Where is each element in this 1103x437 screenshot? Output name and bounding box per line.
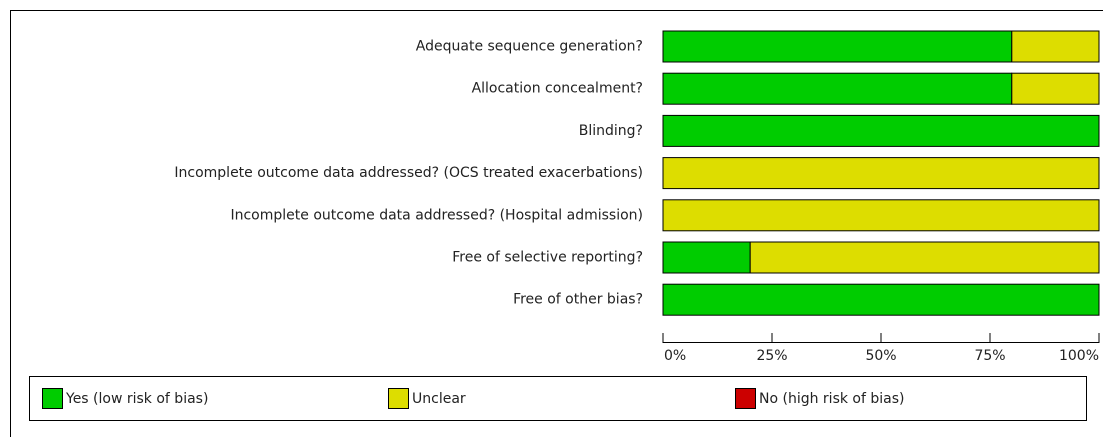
x-tick-label: 0% xyxy=(664,348,686,364)
legend-label: Unclear xyxy=(412,391,466,407)
bar-segment xyxy=(662,114,1100,147)
legend-swatch xyxy=(42,388,63,409)
legend-label: Yes (low risk of bias) xyxy=(65,391,208,407)
x-tick-label: 25% xyxy=(756,348,787,364)
legend-label: No (high risk of bias) xyxy=(759,391,904,407)
category-label: Allocation concealment? xyxy=(472,81,643,97)
category-label: Blinding? xyxy=(579,123,643,139)
x-tick-label: 50% xyxy=(865,348,896,364)
bar-segment xyxy=(1011,30,1100,63)
bar-segment xyxy=(662,72,1013,105)
legend-box xyxy=(29,376,1087,421)
category-label: Incomplete outcome data addressed? (OCS … xyxy=(174,165,643,181)
bar-segment xyxy=(662,199,1100,232)
legend-swatch xyxy=(735,388,756,409)
category-label: Free of selective reporting? xyxy=(452,250,643,266)
bar-segment xyxy=(662,30,1013,63)
x-tick-label: 100% xyxy=(1059,348,1099,364)
category-label: Incomplete outcome data addressed? (Hosp… xyxy=(230,207,643,223)
x-tick-label: 75% xyxy=(974,348,1005,364)
bar-segment xyxy=(749,241,1100,274)
category-label: Adequate sequence generation? xyxy=(416,39,643,55)
legend-swatch xyxy=(388,388,409,409)
frame xyxy=(10,10,1103,437)
bar-segment xyxy=(662,283,1100,316)
bar-segment xyxy=(662,241,751,274)
bar-segment xyxy=(1011,72,1100,105)
category-label: Free of other bias? xyxy=(513,292,643,308)
bar-segment xyxy=(662,157,1100,190)
